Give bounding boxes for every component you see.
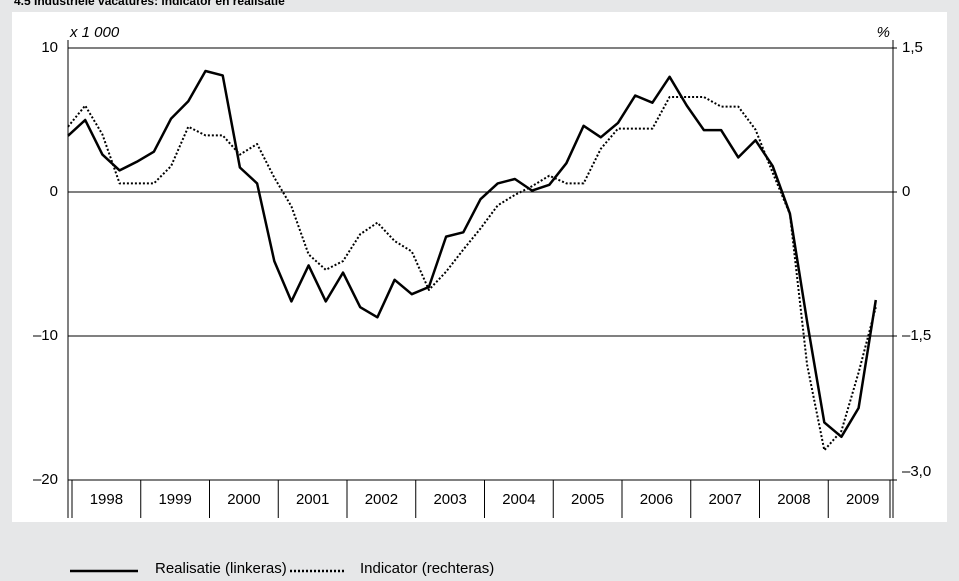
y2-tick-label: 0 bbox=[902, 183, 910, 200]
x-tick-label: 1998 bbox=[90, 491, 123, 508]
legend-label: Realisatie (linkeras) bbox=[155, 560, 287, 577]
y2-tick-label: 1,5 bbox=[902, 39, 923, 56]
y-axis-unit: x 1 000 bbox=[69, 24, 120, 41]
x-tick-label: 1999 bbox=[158, 491, 191, 508]
y-tick-label: 10 bbox=[41, 39, 58, 56]
series-line bbox=[67, 69, 878, 439]
y-tick-label: 0 bbox=[50, 183, 58, 200]
legend: Realisatie (linkeras) Indicator (rechter… bbox=[70, 560, 494, 577]
x-tick-label: 2007 bbox=[708, 491, 741, 508]
y2-tick-label: –1,5 bbox=[902, 327, 931, 344]
x-tick-label: 2000 bbox=[227, 491, 260, 508]
x-tick-label: 2008 bbox=[777, 491, 810, 508]
x-tick-label: 2004 bbox=[502, 491, 535, 508]
chart-title: 4.5 Industriële vacatures: indicator en … bbox=[14, 0, 285, 8]
series-line bbox=[67, 96, 877, 452]
x-tick-label: 2001 bbox=[296, 491, 329, 508]
x-tick-label: 2009 bbox=[846, 491, 879, 508]
x-tick-label: 2006 bbox=[640, 491, 673, 508]
legend-label: Indicator (rechteras) bbox=[360, 560, 494, 577]
y-tick-label: –20 bbox=[33, 471, 58, 488]
y-tick-label: –10 bbox=[33, 327, 58, 344]
x-tick-label: 2002 bbox=[365, 491, 398, 508]
y2-axis-unit: % bbox=[877, 24, 890, 41]
x-tick-label: 2003 bbox=[433, 491, 466, 508]
plot-panel bbox=[12, 12, 947, 522]
x-tick-label: 2005 bbox=[571, 491, 604, 508]
y2-tick-label: –3,0 bbox=[902, 463, 931, 480]
